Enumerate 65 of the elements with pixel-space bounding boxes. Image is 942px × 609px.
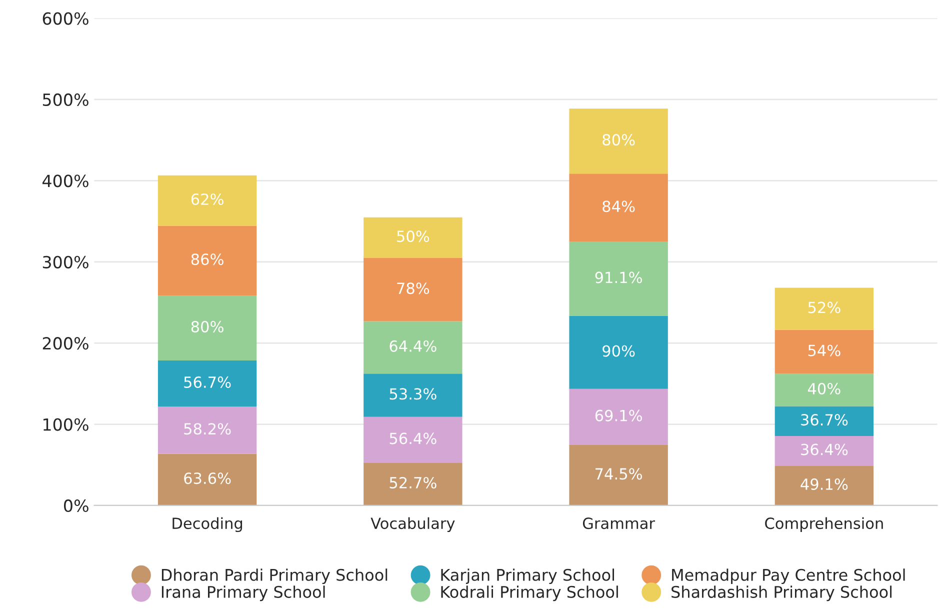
data-label: 86%	[191, 254, 224, 266]
bar	[569, 444, 668, 506]
data-label: 56.7%	[184, 376, 231, 388]
bar	[364, 462, 462, 506]
bar	[569, 174, 668, 242]
bar	[774, 374, 874, 406]
bar	[364, 258, 462, 322]
data-label: 49.1%	[800, 478, 848, 490]
data-label: 84%	[602, 200, 635, 212]
data-label: 36.7%	[801, 414, 848, 426]
x-tick-label: Comprehension	[765, 517, 883, 532]
x-tick-label: Vocabulary	[370, 517, 455, 532]
data-label: 91.1%	[595, 272, 642, 284]
bar	[774, 288, 874, 330]
bar	[364, 321, 462, 374]
y-tick-label: 500%	[42, 93, 88, 106]
bar	[158, 175, 257, 226]
data-label: 54%	[808, 344, 840, 356]
legend-label: Memadpur Pay Centre School	[672, 568, 905, 584]
data-label: 63.6%	[184, 472, 231, 484]
y-tick-label: 600%	[42, 12, 88, 25]
y-tick-label: 100%	[44, 418, 88, 431]
bar	[774, 406, 874, 436]
bar	[774, 466, 874, 506]
legend-label: Shardashish Primary School	[672, 586, 892, 602]
bar	[364, 217, 462, 258]
data-label: 69.1%	[595, 410, 642, 422]
bar	[158, 406, 257, 454]
bar	[569, 316, 668, 389]
y-tick-label: 300%	[42, 256, 88, 268]
bar	[774, 436, 874, 466]
bar	[158, 454, 257, 506]
bar	[569, 108, 668, 174]
legend-label: Irana Primary School	[162, 586, 325, 602]
data-label: 56.4%	[390, 432, 436, 444]
data-label: 74.5%	[596, 468, 642, 480]
bar	[364, 416, 462, 463]
bar	[158, 296, 257, 361]
data-label: 64.4%	[390, 340, 436, 352]
data-label: 36.4%	[801, 444, 848, 456]
legend-label: Kodrali Primary School	[441, 586, 618, 602]
data-label: 80%	[191, 320, 224, 332]
legend-label: Dhoran Pardi Primary School	[162, 568, 388, 584]
legend-label: Karjan Primary School	[441, 568, 614, 584]
x-tick-label: Grammar	[582, 518, 656, 530]
bar	[158, 360, 257, 407]
x-tick-label: Decoding	[172, 517, 242, 532]
y-tick-label: 0%	[64, 499, 88, 512]
data-label: 40%	[808, 382, 840, 394]
data-label: 53.3%	[390, 388, 436, 400]
bar	[774, 330, 874, 374]
data-label: 80%	[602, 134, 635, 146]
data-label: 90%	[602, 345, 635, 357]
y-tick-label: 400%	[42, 174, 88, 188]
bar	[569, 388, 668, 445]
data-label: 58.2%	[184, 423, 231, 435]
data-label: 52.7%	[390, 476, 436, 489]
bar	[569, 242, 668, 316]
bar	[158, 226, 257, 296]
data-label: 52%	[808, 302, 840, 314]
data-label: 78%	[397, 282, 430, 294]
data-label: 50%	[397, 230, 430, 242]
y-tick-label: 200%	[42, 337, 88, 350]
data-label: 62%	[191, 193, 224, 205]
bar	[364, 374, 462, 417]
